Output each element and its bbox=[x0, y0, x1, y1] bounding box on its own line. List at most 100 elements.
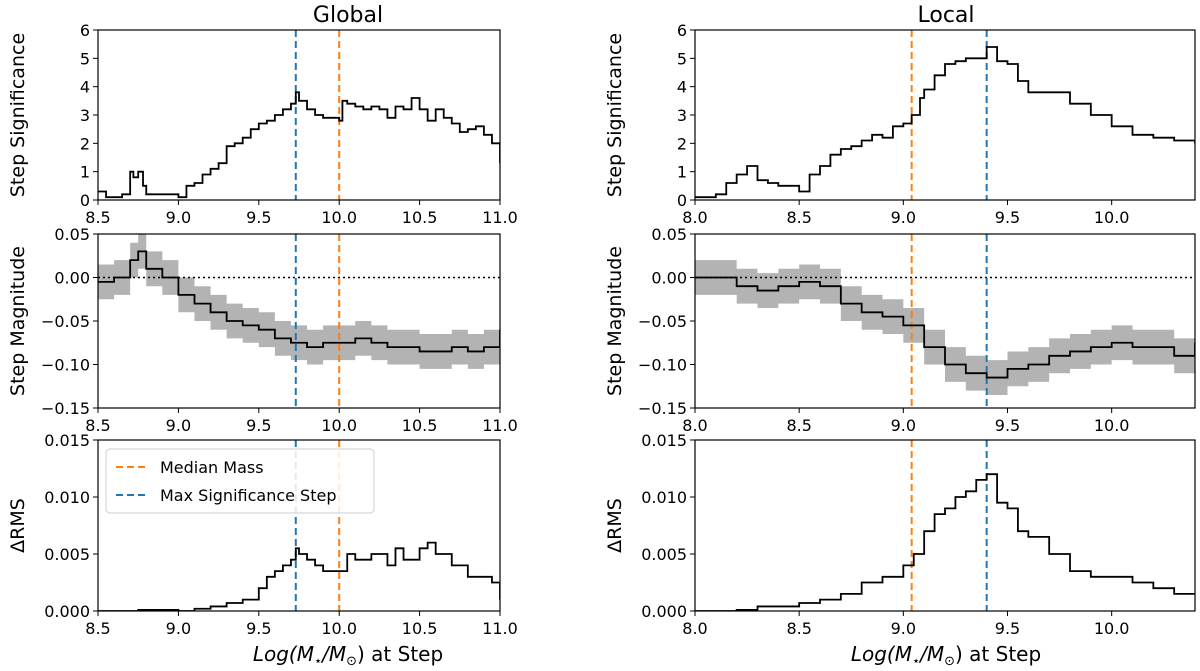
x-tick-label: 9.5 bbox=[995, 208, 1020, 227]
x-tick-label: 8.5 bbox=[786, 416, 811, 435]
data-series-line bbox=[695, 276, 1195, 379]
legend: Median Mass Max Significance Step bbox=[105, 448, 375, 514]
y-tick-label: 0.000 bbox=[44, 602, 90, 621]
y-tick-label: 0.015 bbox=[641, 431, 687, 450]
y-tick-label: 0.000 bbox=[641, 602, 687, 621]
y-axis-label: ΔRMS bbox=[604, 498, 626, 553]
y-tick-label: −0.15 bbox=[638, 399, 687, 418]
y-axis-label: Step Significance bbox=[604, 33, 626, 197]
y-tick-label: 4 bbox=[677, 78, 687, 97]
data-series-line bbox=[695, 473, 1195, 611]
x-tick-label: 11.0 bbox=[482, 619, 518, 638]
y-tick-label: −0.05 bbox=[638, 312, 687, 331]
x-tick-label: 8.5 bbox=[786, 619, 811, 638]
plot-area bbox=[98, 30, 500, 200]
x-tick-label: 10.0 bbox=[321, 619, 357, 638]
panel-frame bbox=[97, 29, 501, 201]
y-tick-label: 0 bbox=[677, 191, 687, 210]
x-tick-label: 10.5 bbox=[402, 619, 438, 638]
x-tick-label: 9.0 bbox=[166, 416, 191, 435]
x-tick-label: 10.0 bbox=[321, 208, 357, 227]
column-title-local: Local bbox=[917, 3, 974, 28]
x-tick-label: 8.5 bbox=[786, 208, 811, 227]
x-tick-label: 10.5 bbox=[402, 416, 438, 435]
y-tick-label: 2 bbox=[677, 134, 687, 153]
y-tick-label: 5 bbox=[677, 49, 687, 68]
x-tick-label: 10.0 bbox=[1094, 416, 1130, 435]
y-tick-label: 2 bbox=[80, 134, 90, 153]
plot-area bbox=[98, 234, 500, 408]
x-tick-label: 10.5 bbox=[402, 208, 438, 227]
panel-frame bbox=[694, 439, 1196, 612]
y-tick-label: 0.05 bbox=[54, 225, 90, 244]
y-tick-label: −0.10 bbox=[638, 356, 687, 375]
x-tick-label: 9.5 bbox=[246, 208, 271, 227]
y-tick-label: 3 bbox=[80, 106, 90, 125]
error-band bbox=[98, 234, 500, 369]
x-tick-label: 9.0 bbox=[166, 208, 191, 227]
x-tick-label: 9.5 bbox=[246, 416, 271, 435]
x-tick-label: 8.5 bbox=[85, 208, 110, 227]
y-tick-label: 0.00 bbox=[54, 269, 90, 288]
x-tick-label: 10.0 bbox=[1094, 208, 1130, 227]
x-axis-label-local: Log(M⋆/M⊙) at Step bbox=[851, 642, 1041, 669]
y-tick-label: 1 bbox=[677, 163, 687, 182]
x-tick-label: 9.0 bbox=[891, 416, 916, 435]
y-tick-label: 3 bbox=[677, 106, 687, 125]
panel-local-magnitude: 8.0 8.5 9.0 9.5 10.0 −0.15 −0.10 −0.05 0.00 0.05 S… bbox=[604, 225, 1196, 435]
y-tick-label: −0.10 bbox=[41, 356, 90, 375]
x-tick-label: 9.5 bbox=[995, 619, 1020, 638]
x-tick-label: 11.0 bbox=[482, 416, 518, 435]
panel-global-significance: 8.5 9.0 9.5 10.0 10.5 11.0 0 1 2 3 4 5 6 Step Signifi… bbox=[7, 21, 518, 227]
panel-local-rms: 8.0 8.5 9.0 9.5 10.0 0.000 0.005 0.010 0.015 ΔRMS bbox=[604, 431, 1196, 638]
x-tick-label: 9.5 bbox=[246, 619, 271, 638]
y-axis-label: Step Magnitude bbox=[7, 246, 29, 396]
x-tick-label: 10.0 bbox=[321, 416, 357, 435]
chart-panels: 8.5 9.0 9.5 10.0 10.5 11.0 0 1 2 3 4 5 6 Step Signifi… bbox=[7, 21, 1196, 638]
y-tick-label: 0.010 bbox=[641, 488, 687, 507]
x-tick-label: 8.5 bbox=[85, 416, 110, 435]
x-tick-label: 9.0 bbox=[891, 619, 916, 638]
x-tick-label: 8.5 bbox=[85, 619, 110, 638]
panel-frame bbox=[97, 439, 501, 612]
data-series-line bbox=[98, 91, 500, 199]
column-title-global: Global bbox=[313, 3, 383, 28]
y-tick-label: −0.05 bbox=[41, 312, 90, 331]
y-tick-label: 4 bbox=[80, 78, 90, 97]
plot-area bbox=[695, 234, 1195, 408]
panel-global-magnitude: 8.5 9.0 9.5 10.0 10.5 11.0 −0.15 −0.10 −0.05 0.00… bbox=[7, 225, 518, 435]
data-series-line bbox=[98, 250, 500, 353]
y-tick-label: 0.010 bbox=[44, 488, 90, 507]
data-series-line bbox=[695, 46, 1195, 199]
y-tick-label: 6 bbox=[677, 21, 687, 40]
x-tick-label: 8.0 bbox=[682, 416, 707, 435]
y-tick-label: 0 bbox=[80, 191, 90, 210]
y-tick-label: 1 bbox=[80, 163, 90, 182]
y-axis-label: Step Magnitude bbox=[604, 246, 626, 396]
panel-local-significance: 8.0 8.5 9.0 9.5 10.0 0 1 2 3 4 5 6 Step Significance bbox=[604, 21, 1196, 227]
x-axis-label-global: Log(M⋆/M⊙) at Step bbox=[253, 642, 443, 669]
y-tick-label: 0.00 bbox=[651, 269, 687, 288]
panel-global-rms: 8.5 9.0 9.5 10.0 10.5 11.0 0.000 0.005 0.010 0.01… bbox=[7, 431, 518, 638]
x-tick-label: 9.0 bbox=[166, 619, 191, 638]
y-tick-label: 5 bbox=[80, 49, 90, 68]
error-band bbox=[695, 260, 1195, 395]
y-tick-label: 0.05 bbox=[651, 225, 687, 244]
legend-label: Median Mass bbox=[160, 458, 264, 477]
legend-label: Max Significance Step bbox=[160, 486, 336, 505]
x-tick-label: 10.0 bbox=[1094, 619, 1130, 638]
y-tick-label: 0.005 bbox=[44, 545, 90, 564]
x-tick-label: 9.0 bbox=[891, 208, 916, 227]
x-tick-label: 9.5 bbox=[995, 416, 1020, 435]
plot-area bbox=[695, 30, 1195, 200]
y-axis-label: ΔRMS bbox=[7, 498, 29, 553]
y-tick-label: 0.015 bbox=[44, 431, 90, 450]
y-axis-label: Step Significance bbox=[7, 33, 29, 197]
x-tick-label: 11.0 bbox=[482, 208, 518, 227]
plot-area bbox=[695, 440, 1195, 611]
data-series-line bbox=[98, 541, 500, 611]
y-tick-label: −0.15 bbox=[41, 399, 90, 418]
x-tick-label: 8.0 bbox=[682, 619, 707, 638]
panel-frame bbox=[694, 29, 1196, 201]
